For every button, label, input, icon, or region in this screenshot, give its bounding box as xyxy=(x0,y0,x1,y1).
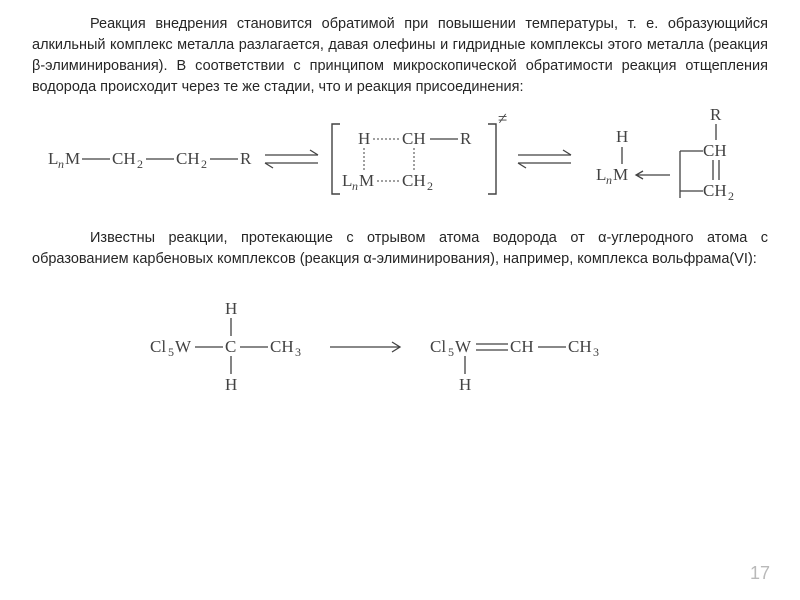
slide-page: Реакция внедрения становится обратимой п… xyxy=(0,0,800,600)
svg-text:Cl: Cl xyxy=(430,337,446,356)
svg-text:R: R xyxy=(240,149,252,168)
paragraph-2: Известны реакции, протекающие с отрывом … xyxy=(32,228,768,270)
svg-text:CH: CH xyxy=(568,337,592,356)
svg-text:2: 2 xyxy=(201,157,207,171)
svg-text:CH: CH xyxy=(703,141,727,160)
scheme-beta-elimination: L n M CH 2 CH 2 R ≠ H CH xyxy=(32,102,768,222)
svg-text:5: 5 xyxy=(168,345,174,359)
svg-text:CH: CH xyxy=(510,337,534,356)
svg-text:R: R xyxy=(460,129,472,148)
svg-text:CH: CH xyxy=(270,337,294,356)
paragraph-1: Реакция внедрения становится обратимой п… xyxy=(32,14,768,98)
svg-text:H: H xyxy=(358,129,370,148)
page-number: 17 xyxy=(750,563,770,584)
svg-text:M: M xyxy=(65,149,80,168)
svg-text:n: n xyxy=(606,173,612,187)
svg-text:3: 3 xyxy=(295,345,301,359)
equilibrium-arrow-2 xyxy=(518,150,571,168)
scheme-alpha-elimination: Cl 5 W C H H CH 3 Cl 5 W CH CH 3 xyxy=(32,292,768,402)
svg-text:CH: CH xyxy=(402,129,426,148)
svg-text:CH: CH xyxy=(112,149,136,168)
equilibrium-arrow-1 xyxy=(265,150,318,168)
svg-text:L: L xyxy=(596,165,606,184)
svg-text:W: W xyxy=(455,337,472,356)
svg-text:n: n xyxy=(352,179,358,193)
svg-text:2: 2 xyxy=(137,157,143,171)
svg-text:CH: CH xyxy=(176,149,200,168)
svg-text:CH: CH xyxy=(703,181,727,200)
svg-text:L: L xyxy=(48,149,58,168)
svg-text:n: n xyxy=(58,157,64,171)
svg-text:M: M xyxy=(613,165,628,184)
svg-text:H: H xyxy=(225,375,237,394)
svg-text:W: W xyxy=(175,337,192,356)
svg-text:5: 5 xyxy=(448,345,454,359)
svg-text:C: C xyxy=(225,337,236,356)
svg-text:2: 2 xyxy=(427,179,433,193)
svg-text:H: H xyxy=(225,299,237,318)
svg-text:≠: ≠ xyxy=(498,109,507,128)
svg-text:3: 3 xyxy=(593,345,599,359)
paragraph-2-text: Известны реакции, протекающие с отрывом … xyxy=(32,230,768,267)
svg-text:M: M xyxy=(359,171,374,190)
svg-text:CH: CH xyxy=(402,171,426,190)
svg-text:2: 2 xyxy=(728,189,734,203)
svg-text:Cl: Cl xyxy=(150,337,166,356)
svg-text:R: R xyxy=(710,105,722,124)
paragraph-1-text: Реакция внедрения становится обратимой п… xyxy=(32,16,768,95)
svg-text:H: H xyxy=(616,127,628,146)
svg-text:H: H xyxy=(459,375,471,394)
svg-text:L: L xyxy=(342,171,352,190)
